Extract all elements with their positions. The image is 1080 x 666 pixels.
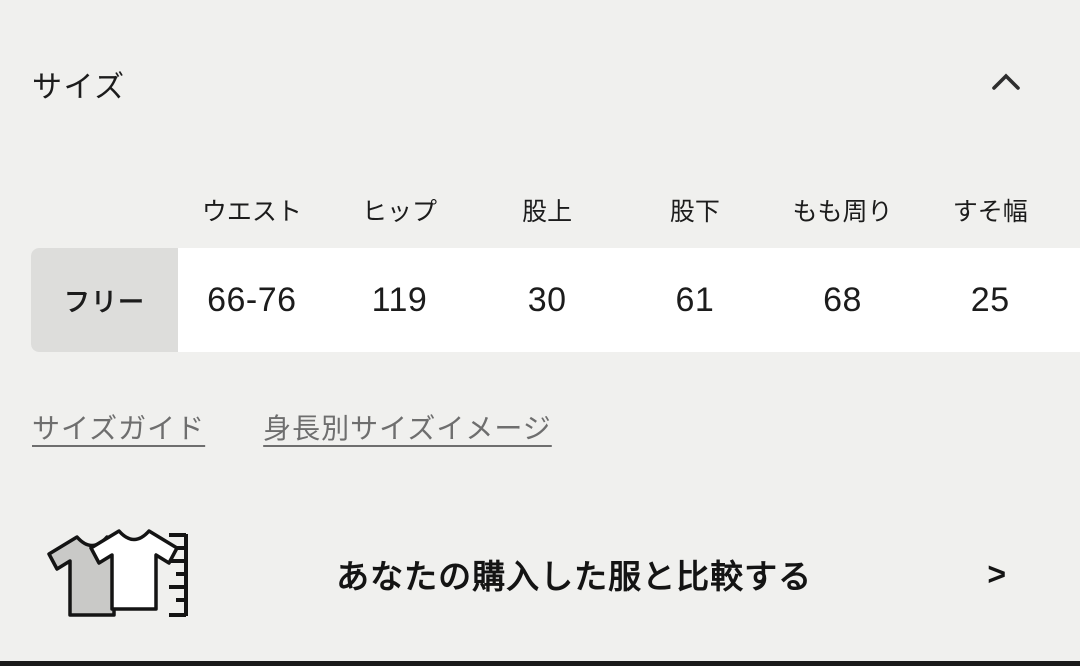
column-header-thigh: もも周り (792, 198, 893, 226)
column-header-waist: ウエスト (201, 198, 302, 226)
size-section-header: サイズ (32, 64, 1022, 104)
value-inseam: 61 (675, 280, 715, 319)
value-waist: 66-76 (207, 280, 297, 319)
value-hem-width: 25 (970, 280, 1010, 319)
tshirts-ruler-icon (45, 528, 191, 620)
value-thigh: 68 (823, 280, 862, 319)
column-header-rise: 股上 (522, 198, 573, 226)
column-header-hem-width: すそ幅 (952, 198, 1028, 226)
size-label-cell: フリー (31, 248, 178, 352)
column-header-hip: ヒップ (362, 198, 438, 226)
size-links-row: サイズガイド 身長別サイズイメージ (32, 407, 552, 447)
chevron-up-icon (991, 72, 1021, 97)
column-header-inseam: 股下 (669, 198, 720, 226)
collapse-section-button[interactable] (990, 72, 1022, 96)
section-title: サイズ (32, 71, 126, 104)
bottom-divider-bar (0, 661, 1080, 666)
height-size-image-link[interactable]: 身長別サイズイメージ (263, 413, 552, 444)
value-hip: 119 (371, 280, 428, 319)
size-table-header-row: ウエスト ヒップ 股上 股下 もも周り すそ幅 (178, 196, 1080, 228)
size-table: ウエスト ヒップ 股上 股下 もも周り すそ幅 フリー 66-76 119 30… (31, 196, 1080, 352)
size-guide-link[interactable]: サイズガイド (32, 413, 206, 444)
compare-banner-label: あなたの購入した服と比較する (336, 558, 813, 595)
chevron-right-icon: > (987, 555, 1006, 592)
table-row: フリー 66-76 119 30 61 68 25 (31, 248, 1080, 352)
value-rise: 30 (527, 280, 567, 319)
compare-purchased-banner[interactable]: あなたの購入した服と比較する > (32, 524, 1048, 624)
